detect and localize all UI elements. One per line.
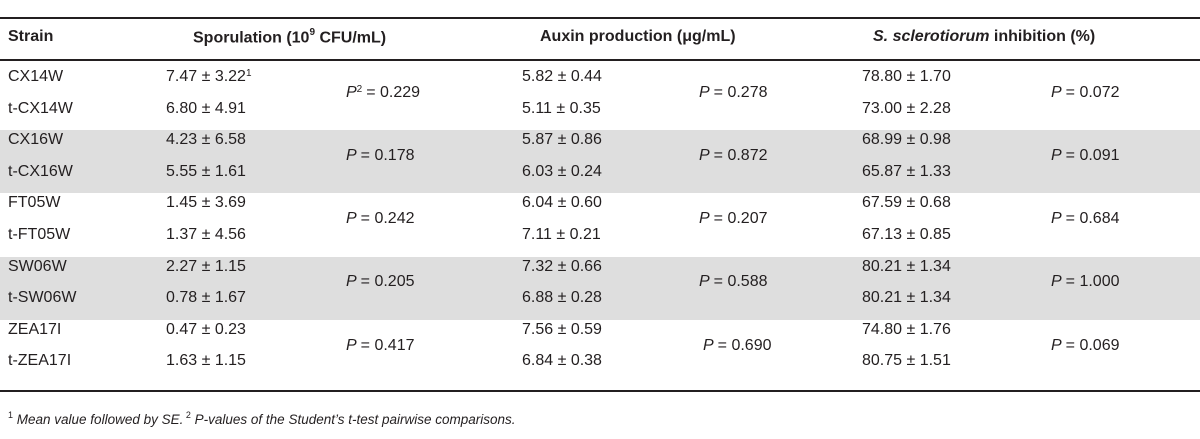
sporulation-cell: 1.45 ± 3.69 [166, 194, 246, 212]
p-value-inhib: P = 0.069 [1051, 336, 1120, 354]
table-top-rule [0, 17, 1200, 19]
inhibition-cell: 65.87 ± 1.33 [862, 162, 951, 180]
p-value-auxin: P = 0.690 [703, 336, 772, 354]
inhibition-cell: 78.80 ± 1.70 [862, 68, 951, 85]
p-value-auxin: P = 0.278 [699, 83, 768, 101]
p-value-spor: P = 0.205 [346, 273, 415, 291]
table-footnote: 1 Mean value followed by SE. 2 P-values … [8, 410, 516, 427]
header-strain: Strain [8, 28, 54, 45]
p-value-inhib: P = 0.684 [1051, 210, 1120, 228]
p-value-spor: P2 = 0.229 [346, 83, 421, 101]
header-auxin: Auxin production (μg/mL) [540, 28, 736, 45]
sporulation-cell: 2.27 ± 1.15 [166, 257, 246, 275]
sporulation-cell: 1.63 ± 1.15 [166, 352, 246, 370]
strain-cell: t-CX16W [8, 162, 73, 180]
sporulation-cell: 4.23 ± 6.58 [166, 131, 246, 149]
p-value-auxin: P = 0.588 [699, 273, 768, 291]
inhibition-cell: 73.00 ± 2.28 [862, 99, 951, 117]
sporulation-cell: 6.80 ± 4.91 [166, 99, 246, 117]
strain-cell: ZEA17I [8, 320, 62, 338]
auxin-cell: 6.03 ± 0.24 [522, 162, 602, 180]
strain-cell: CX16W [8, 131, 64, 149]
strain-cell: SW06W [8, 257, 67, 275]
auxin-cell: 7.32 ± 0.66 [522, 257, 602, 275]
sporulation-cell: 1.37 ± 4.56 [166, 226, 246, 243]
sporulation-cell: 7.47 ± 3.221 [166, 68, 252, 85]
auxin-cell: 6.04 ± 0.60 [522, 194, 602, 212]
p-value-spor: P = 0.178 [346, 147, 415, 164]
table-header-rule [0, 59, 1200, 61]
strain-cell: CX14W [8, 68, 64, 85]
auxin-cell: 6.84 ± 0.38 [522, 352, 602, 370]
row-group-shading [0, 130, 1200, 194]
p-value-spor: P = 0.417 [346, 336, 415, 354]
inhibition-cell: 80.21 ± 1.34 [862, 257, 951, 275]
inhibition-cell: 68.99 ± 0.98 [862, 131, 951, 149]
strain-cell: t-SW06W [8, 289, 77, 307]
sporulation-cell: 0.47 ± 0.23 [166, 320, 246, 338]
strain-cell: FT05W [8, 194, 61, 212]
p-value-spor: P = 0.242 [346, 210, 415, 228]
inhibition-cell: 80.21 ± 1.34 [862, 289, 951, 307]
p-value-inhib: P = 0.072 [1051, 83, 1120, 101]
row-group-shading [0, 256, 1200, 320]
p-value-auxin: P = 0.207 [699, 210, 768, 228]
auxin-cell: 6.88 ± 0.28 [522, 289, 602, 307]
strain-cell: t-CX14W [8, 99, 73, 117]
auxin-cell: 5.11 ± 0.35 [522, 99, 601, 117]
inhibition-cell: 67.13 ± 0.85 [862, 226, 951, 243]
header-inhibition: S. sclerotiorum inhibition (%) [873, 28, 1096, 45]
table-bottom-rule [0, 390, 1200, 392]
inhibition-cell: 74.80 ± 1.76 [862, 320, 951, 338]
inhibition-cell: 80.75 ± 1.51 [862, 352, 951, 370]
strain-cell: t-ZEA17I [8, 352, 72, 370]
auxin-cell: 5.87 ± 0.86 [522, 131, 602, 149]
header-sporulation: Sporulation (109 CFU/mL) [193, 27, 387, 47]
auxin-cell: 7.56 ± 0.59 [522, 320, 602, 338]
p-value-inhib: P = 1.000 [1051, 273, 1120, 291]
auxin-cell: 7.11 ± 0.21 [522, 226, 601, 243]
sporulation-cell: 0.78 ± 1.67 [166, 289, 246, 307]
p-value-inhib: P = 0.091 [1051, 147, 1120, 164]
p-value-auxin: P = 0.872 [699, 147, 768, 164]
inhibition-cell: 67.59 ± 0.68 [862, 194, 951, 212]
auxin-cell: 5.82 ± 0.44 [522, 68, 602, 85]
strain-cell: t-FT05W [8, 226, 71, 243]
sporulation-cell: 5.55 ± 1.61 [166, 162, 246, 180]
